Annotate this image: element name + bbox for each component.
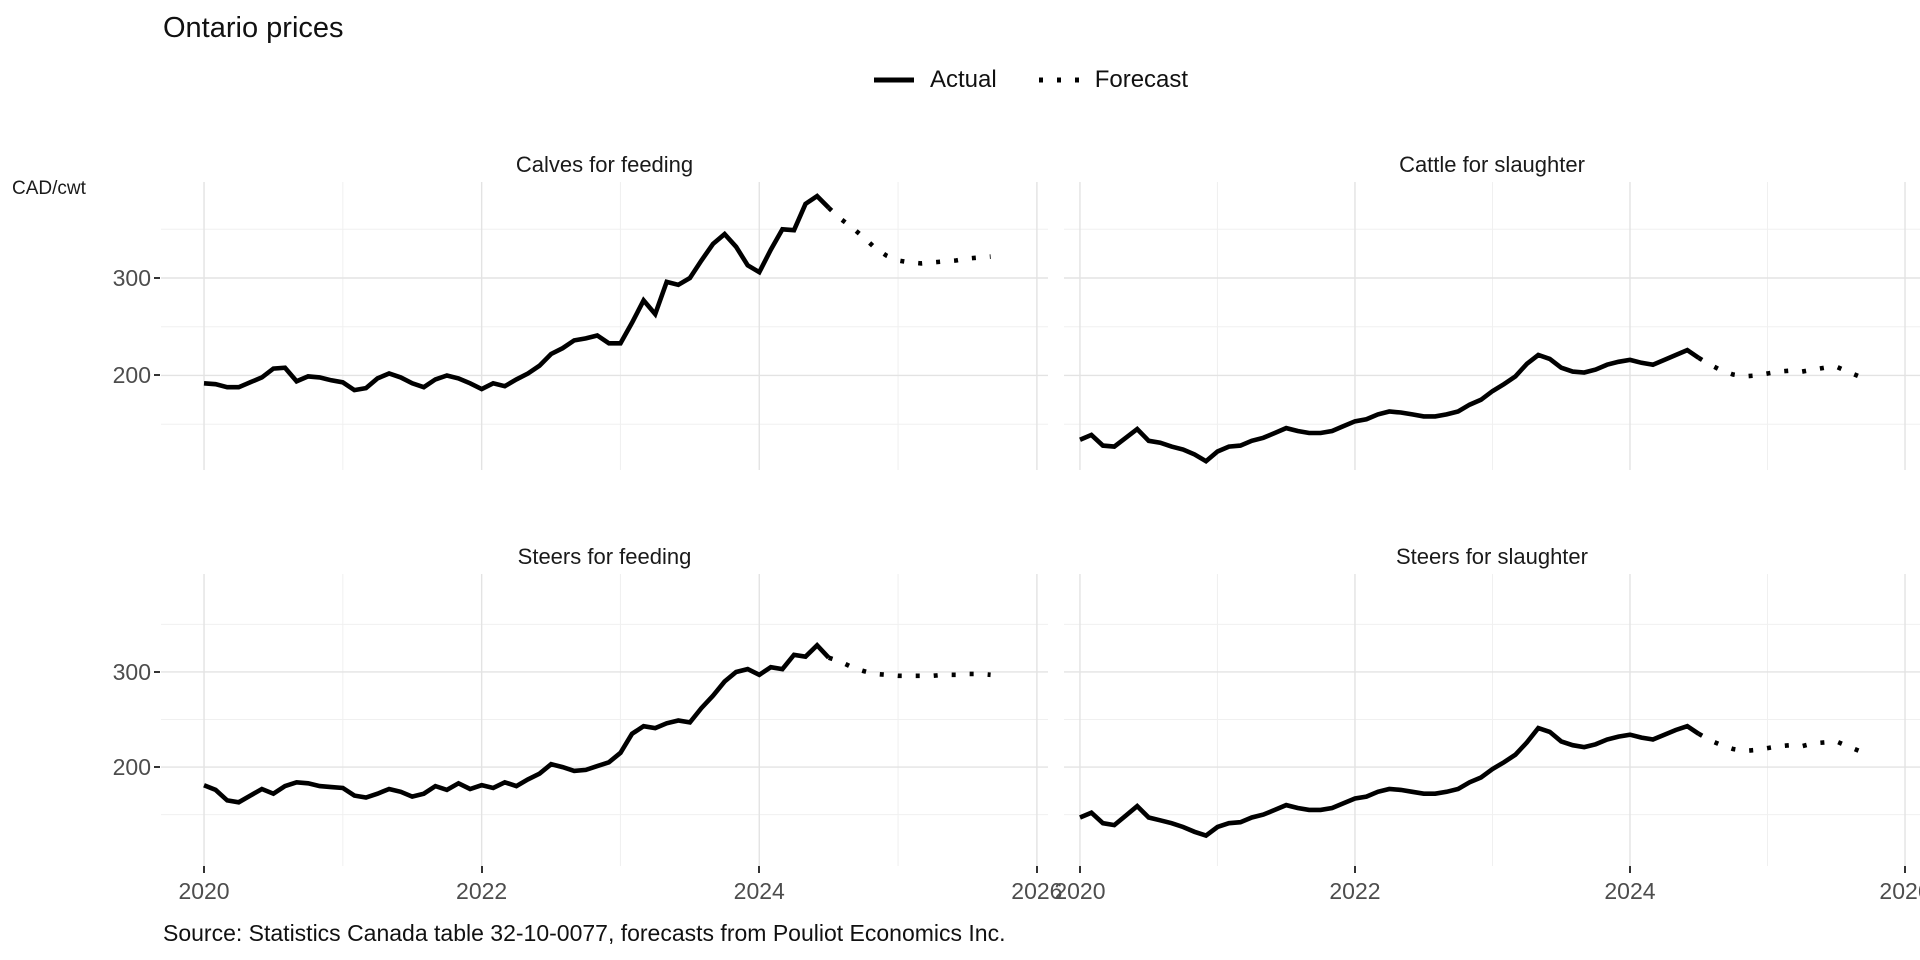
forecast-line-key	[1037, 75, 1081, 85]
axis-tick	[480, 866, 483, 873]
axis-tick	[154, 374, 160, 377]
facet-title: Steers for feeding	[517, 544, 692, 569]
facet-plot-area	[1064, 574, 1920, 866]
actual-line	[203, 193, 831, 393]
forecast-line	[827, 206, 991, 266]
x-tick-label: 2024	[1604, 878, 1656, 904]
facet-panel	[161, 182, 1048, 470]
actual-line	[203, 642, 831, 805]
source-caption: Source: Statistics Canada table 32-10-00…	[163, 920, 1006, 946]
facet-panel	[1064, 182, 1920, 470]
x-tick-label: 2022	[1329, 878, 1381, 904]
chart-title: Ontario prices	[163, 12, 344, 44]
axis-tick	[758, 866, 761, 873]
y-axis-unit-label: CAD/cwt	[12, 178, 86, 199]
legend-forecast-label: Forecast	[1094, 66, 1189, 93]
actual-line-key	[872, 75, 916, 85]
axis-tick	[1904, 866, 1906, 873]
facet-panel	[161, 574, 1048, 866]
axis-tick	[1628, 866, 1631, 873]
facet-title: Calves for feeding	[515, 152, 694, 177]
forecast-line	[827, 655, 991, 679]
x-tick-label: 2026	[1879, 878, 1920, 904]
facet-title: Steers for slaughter	[1396, 544, 1588, 569]
x-tick-label: 2024	[733, 878, 785, 904]
legend-actual-label: Actual	[930, 66, 997, 93]
x-tick-label: 2022	[456, 878, 508, 904]
y-tick-label: 300	[112, 658, 151, 685]
y-tick-label: 200	[112, 362, 151, 389]
actual-line	[1079, 723, 1700, 839]
axis-tick	[1078, 866, 1081, 873]
x-tick-label: 2026	[1011, 878, 1063, 904]
forecast-line	[1697, 731, 1861, 754]
x-tick-label: 2020	[178, 878, 230, 904]
facet-plot-area	[161, 574, 1048, 866]
facet-title: Cattle for slaughter	[1399, 152, 1585, 177]
axis-tick	[203, 866, 206, 873]
facet-panel	[1064, 574, 1920, 866]
y-tick-label: 300	[112, 265, 151, 291]
y-tick-label: 200	[112, 754, 151, 781]
legend: Actual Forecast	[872, 66, 1188, 94]
axis-tick	[1035, 866, 1038, 873]
axis-tick	[154, 670, 160, 673]
facet-plot-area	[1064, 182, 1920, 470]
axis-tick	[154, 766, 160, 769]
x-tick-label: 2020	[1054, 878, 1106, 904]
actual-line	[1079, 347, 1700, 465]
facet-plot-area	[161, 182, 1048, 470]
axis-tick	[154, 277, 160, 279]
forecast-line	[1697, 355, 1861, 379]
axis-tick	[1353, 866, 1356, 873]
